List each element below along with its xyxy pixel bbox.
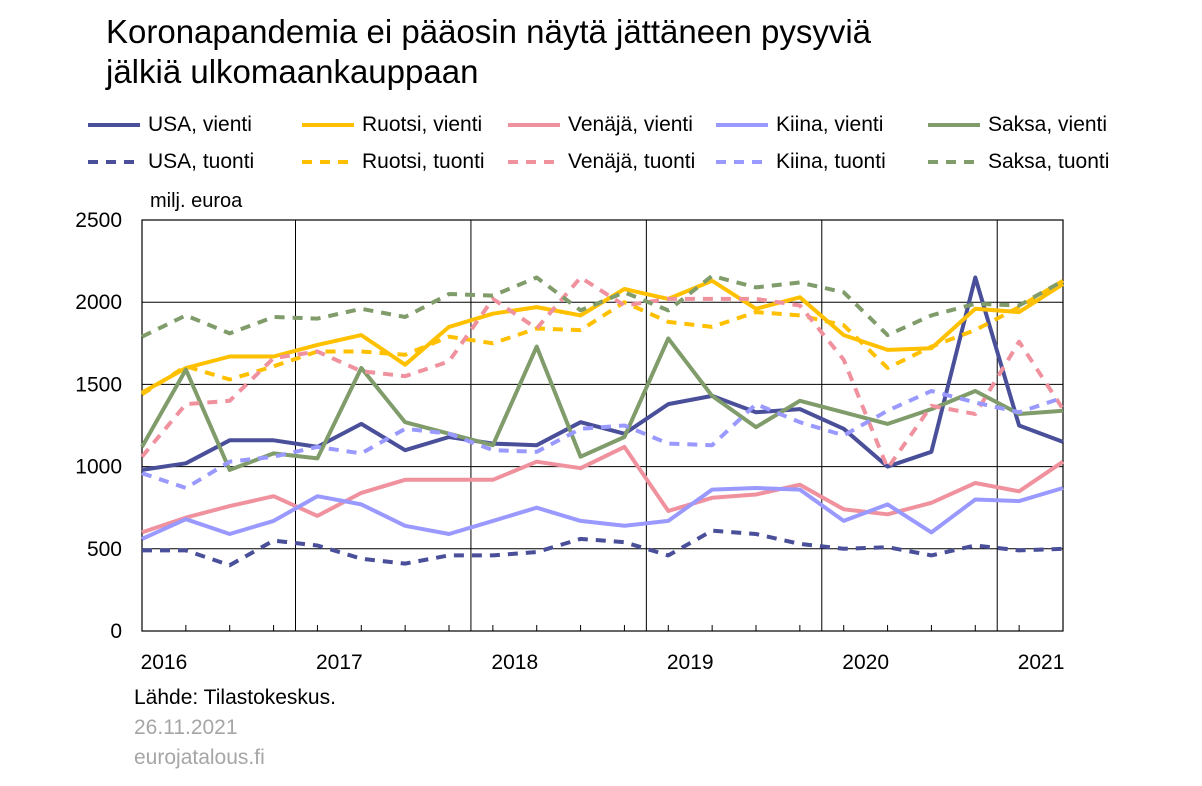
legend-label: Ruotsi, tuonti (362, 150, 485, 173)
legend-label: Venäjä, tuonti (568, 150, 696, 173)
legend-entry: Saksa, tuonti (926, 149, 1109, 175)
y-tick-label: 1000 (75, 456, 122, 479)
site-name: eurojatalous.fi (134, 746, 265, 769)
legend-label: Kiina, tuonti (776, 150, 886, 173)
series-line-4 (140, 336, 1064, 472)
legend-swatch (928, 123, 980, 127)
legend-swatch (88, 123, 140, 127)
publish-date: 26.11.2021 (134, 716, 238, 739)
series-line-1 (141, 278, 1065, 395)
legend-entry: USA, vienti (86, 112, 252, 138)
legend-swatch (716, 123, 768, 127)
y-axis-label: milj. euroa (150, 190, 243, 212)
chart-title-line-2: jälkiä ulkomaankauppaan (106, 53, 479, 90)
x-tick-label-2019: 2019 (667, 651, 714, 674)
legend-entry: Kiina, tuonti (714, 149, 886, 175)
legend-swatch (88, 160, 140, 164)
legend-swatch (508, 123, 560, 127)
x-tick-label-2016: 2016 (141, 651, 188, 674)
legend-label: USA, vienti (148, 113, 252, 136)
series-line-6 (140, 279, 1065, 396)
x-tick-label-2020: 2020 (842, 651, 889, 674)
legend-swatch (302, 123, 354, 127)
legend-swatch (716, 160, 768, 164)
legend-entry: Ruotsi, vienti (300, 112, 482, 138)
chart-legend: USA, vienti Ruotsi, vienti Venäjä, vienti K… (86, 112, 1186, 182)
legend-entry: Venäjä, tuonti (506, 149, 695, 175)
x-tick-label-2017: 2017 (316, 651, 363, 674)
series-line-5 (142, 528, 1064, 568)
legend-entry: USA, tuonti (86, 149, 254, 175)
legend-label: Saksa, vienti (988, 113, 1108, 136)
legend-label: Venäjä, vienti (568, 113, 693, 136)
series-line-7 (140, 275, 1065, 471)
legend-entry: Venäjä, vienti (506, 112, 693, 138)
legend-swatch (508, 160, 560, 164)
series-line-8 (141, 389, 1064, 490)
series-line-3 (141, 486, 1064, 541)
source-note: Lähde: Tilastokeskus. (134, 686, 336, 709)
legend-entry: Ruotsi, tuonti (300, 149, 485, 175)
x-tick-label-2021: 2021 (1018, 651, 1065, 674)
plot-frame (141, 219, 1064, 632)
y-tick-label: 1500 (75, 373, 122, 396)
series-line-2 (141, 444, 1065, 535)
legend-entry: Saksa, vienti (926, 112, 1107, 138)
y-tick-label: 500 (87, 538, 122, 561)
legend-swatch (928, 160, 980, 164)
legend-label: Kiina, vienti (776, 113, 884, 136)
legend-swatch (302, 160, 354, 164)
legend-label: Saksa, tuonti (988, 150, 1110, 173)
legend-entry: Kiina, vienti (714, 112, 883, 138)
legend-label: Ruotsi, vienti (362, 113, 483, 136)
legend-label: USA, tuonti (148, 150, 255, 173)
y-tick-label: 0 (110, 620, 122, 643)
chart-title: Koronapandemia ei pääosin näytä jättänee… (106, 12, 1166, 92)
series-line-0 (141, 275, 1064, 472)
series-line-9 (141, 273, 1064, 339)
x-tick-label-2018: 2018 (491, 651, 538, 674)
chart-title-line-1: Koronapandemia ei pääosin näytä jättänee… (106, 13, 872, 50)
y-tick-label: 2500 (75, 209, 122, 232)
y-tick-label: 2000 (75, 291, 122, 314)
